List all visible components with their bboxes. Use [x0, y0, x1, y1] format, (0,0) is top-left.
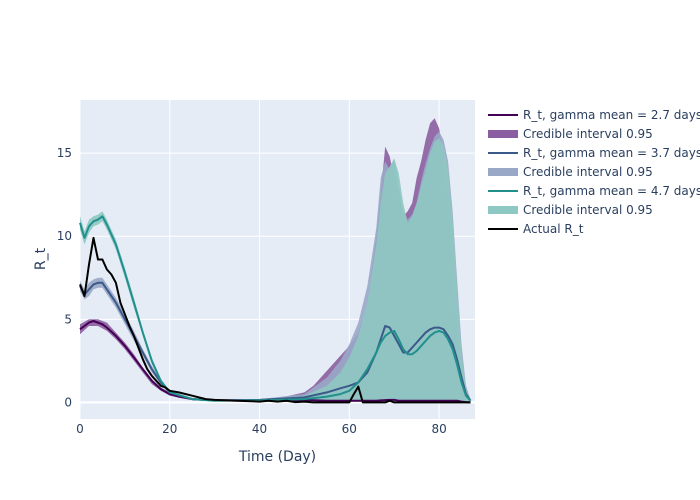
series-line-2 [79, 281, 472, 402]
legend-label: Credible interval 0.95 [523, 165, 653, 179]
y-axis-title: R_t [33, 247, 49, 270]
series-line-0 [79, 320, 471, 404]
legend-label: R_t, gamma mean = 3.7 days [523, 146, 700, 160]
legend-item-6[interactable]: Actual R_t [488, 222, 584, 236]
y-tick-label: 10 [57, 229, 72, 243]
series-line-6 [79, 236, 471, 404]
series-line-4 [79, 215, 472, 402]
legend-swatch [488, 130, 518, 138]
legend[interactable]: R_t, gamma mean = 2.7 days Credible inter… [488, 108, 700, 236]
legend-item-4[interactable]: R_t, gamma mean = 4.7 days [488, 184, 700, 198]
legend-label: R_t, gamma mean = 2.7 days [523, 108, 700, 122]
legend-item-5[interactable]: Credible interval 0.95 [488, 203, 653, 217]
series-lines [79, 215, 472, 404]
x-axis-title: Time (Day) [238, 449, 316, 465]
legend-swatch [488, 206, 518, 214]
y-tick-label: 15 [57, 146, 72, 160]
y-tick-label: 0 [64, 395, 72, 409]
legend-swatch [488, 168, 518, 176]
legend-label: Credible interval 0.95 [523, 127, 653, 141]
legend-item-2[interactable]: R_t, gamma mean = 3.7 days [488, 146, 700, 160]
credible-interval-bands [80, 118, 471, 403]
legend-label: R_t, gamma mean = 4.7 days [523, 184, 700, 198]
legend-label: Credible interval 0.95 [523, 203, 653, 217]
legend-item-1[interactable]: Credible interval 0.95 [488, 127, 653, 141]
credible-interval-band-5 [80, 138, 471, 403]
x-tick-label: 60 [342, 422, 357, 436]
x-tick-label: 0 [76, 422, 84, 436]
legend-item-0[interactable]: R_t, gamma mean = 2.7 days [488, 108, 700, 122]
x-tick-label: 40 [252, 422, 267, 436]
y-axis-ticks: 0 5 10 15 [57, 146, 72, 409]
x-axis-ticks: 0 20 40 60 80 [76, 422, 447, 436]
x-tick-label: 20 [162, 422, 177, 436]
legend-item-3[interactable]: Credible interval 0.95 [488, 165, 653, 179]
legend-label: Actual R_t [523, 222, 584, 236]
y-tick-label: 5 [64, 312, 72, 326]
x-tick-label: 80 [431, 422, 446, 436]
